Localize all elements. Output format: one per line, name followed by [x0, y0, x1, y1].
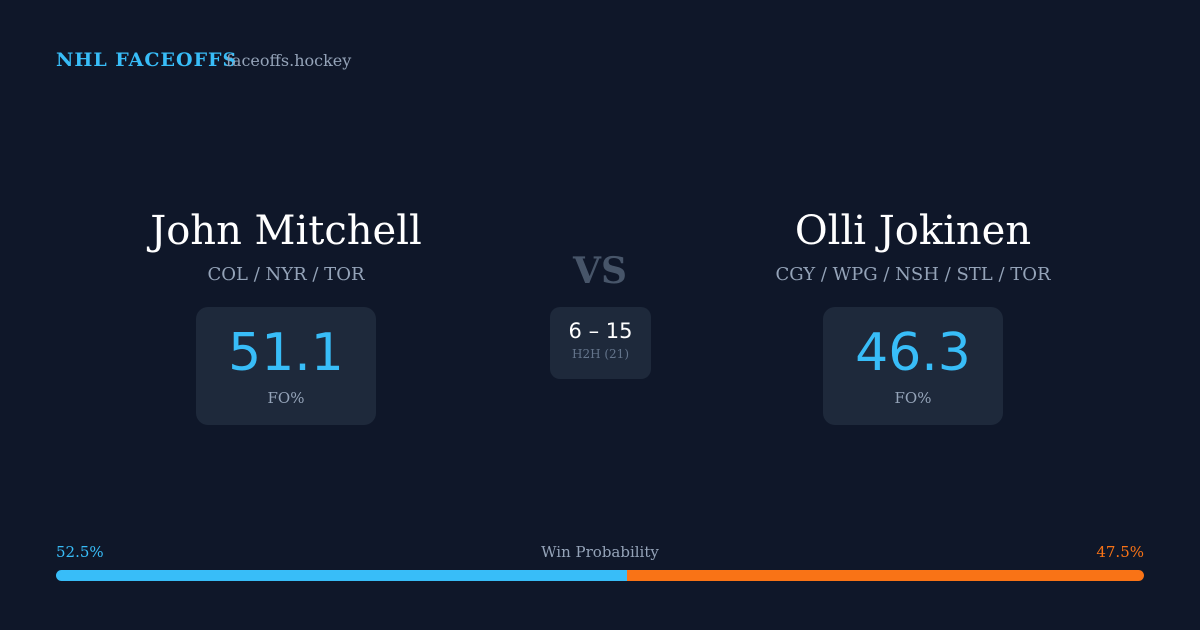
player-teams: COL / NYR / TOR: [207, 264, 365, 285]
probability-segment: [627, 570, 1144, 581]
stat-label: FO%: [267, 389, 305, 407]
stat-value: 51.1: [228, 323, 344, 383]
player-name: John Mitchell: [150, 208, 422, 254]
player-teams: CGY / WPG / NSH / STL / TOR: [775, 264, 1051, 285]
probability-segment: [56, 570, 628, 581]
probability-bar: [56, 570, 1144, 581]
player-name: Olli Jokinen: [794, 208, 1032, 254]
away-probability: 47.5%: [1096, 543, 1144, 561]
home-probability: 52.5%: [56, 543, 104, 561]
player-card: Olli Jokinen CGY / WPG / NSH / STL / TOR…: [663, 205, 1163, 425]
player-card: John Mitchell COL / NYR / TOR 51.1 FO%: [36, 205, 536, 425]
h2h-box: 6 – 15 H2H (21): [550, 307, 651, 379]
versus-label: VS: [573, 250, 627, 292]
site-name: faceoffs.hockey: [226, 51, 352, 70]
h2h-detail: H2H (21): [571, 347, 629, 361]
stat-box: 51.1 FO%: [196, 307, 376, 425]
h2h-score: 6 – 15: [568, 319, 633, 343]
brand-title: NHL FACEOFFS: [56, 49, 238, 71]
stat-value: 46.3: [855, 323, 971, 383]
stat-box: 46.3 FO%: [823, 307, 1003, 425]
stat-label: FO%: [894, 389, 932, 407]
probability-title: Win Probability: [541, 543, 659, 561]
